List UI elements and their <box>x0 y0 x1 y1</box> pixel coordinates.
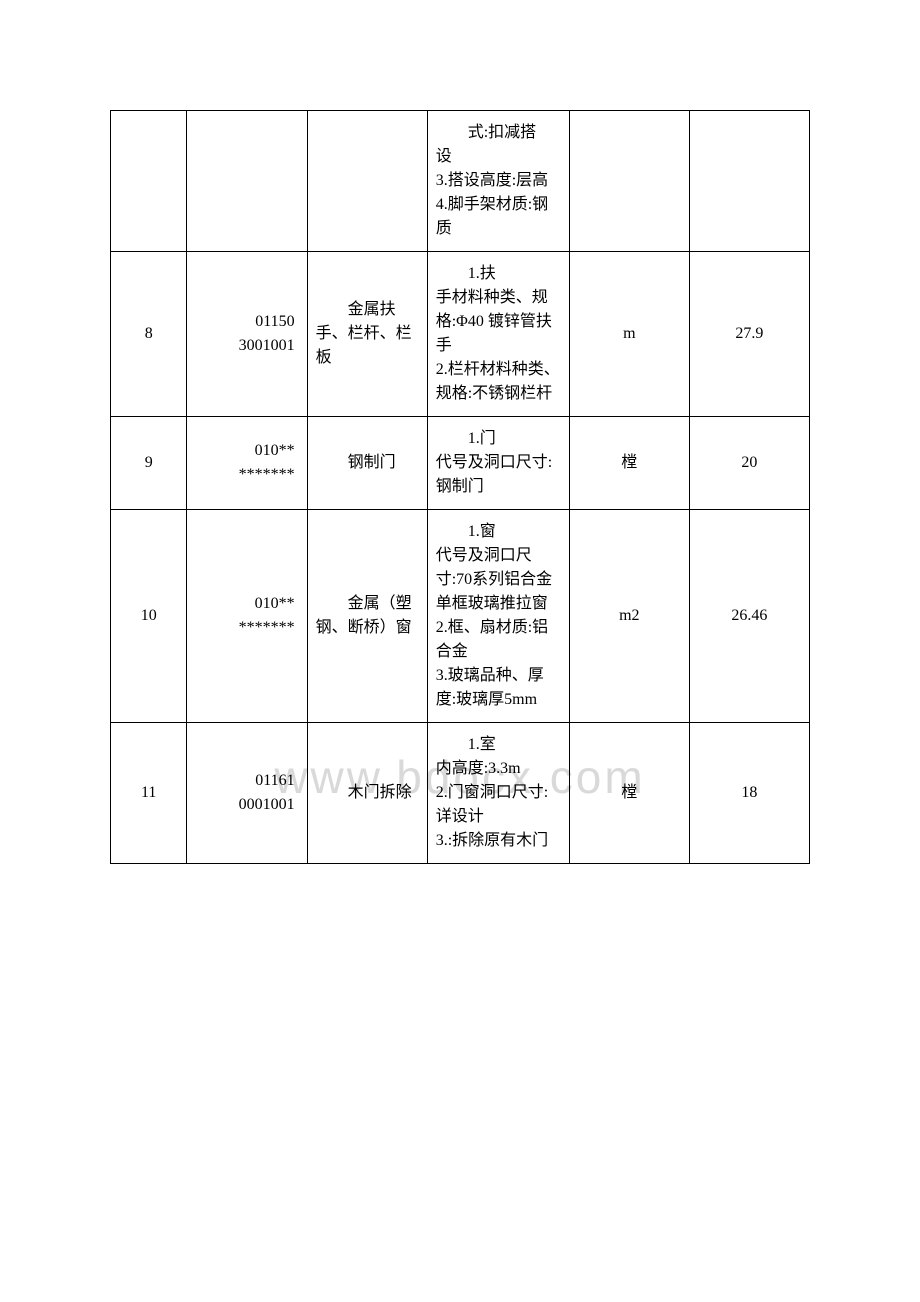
cell-name: 金属（塑钢、断桥）窗 <box>307 510 427 723</box>
cell-name: 金属扶手、栏杆、栏板 <box>307 252 427 417</box>
cell-name <box>307 111 427 252</box>
table-row: 10010*********金属（塑钢、断桥）窗1.窗代号及洞口尺寸:70系列铝… <box>111 510 810 723</box>
cell-description: 1.门代号及洞口尺寸:钢制门 <box>427 417 569 510</box>
table-row: 式:扣减搭设3.搭设高度:层高4.脚手架材质:钢质 <box>111 111 810 252</box>
cell-description: 式:扣减搭设3.搭设高度:层高4.脚手架材质:钢质 <box>427 111 569 252</box>
bill-of-quantities-table: 式:扣减搭设3.搭设高度:层高4.脚手架材质:钢质8011503001001金属… <box>110 110 810 864</box>
cell-sequence <box>111 111 187 252</box>
desc-rest: 代号及洞口尺寸:70系列铝合金单框玻璃推拉窗2.框、扇材质:铝合金3.玻璃品种、… <box>436 547 552 708</box>
desc-rest: 内高度:3.3m2.门窗洞口尺寸:详设计3.:拆除原有木门 <box>436 760 548 849</box>
cell-quantity: 18 <box>689 723 809 864</box>
cell-sequence: 8 <box>111 252 187 417</box>
cell-name: 钢制门 <box>307 417 427 510</box>
cell-unit: m2 <box>569 510 689 723</box>
table-row: 11011610001001木门拆除1.室内高度:3.3m2.门窗洞口尺寸:详设… <box>111 723 810 864</box>
cell-code: 010********* <box>187 417 307 510</box>
desc-rest: 手材料种类、规格:Φ40 镀锌管扶手2.栏杆材料种类、规格:不锈钢栏杆 <box>436 289 560 402</box>
cell-unit: m <box>569 252 689 417</box>
cell-description: 1.窗代号及洞口尺寸:70系列铝合金单框玻璃推拉窗2.框、扇材质:铝合金3.玻璃… <box>427 510 569 723</box>
cell-quantity: 26.46 <box>689 510 809 723</box>
cell-sequence: 11 <box>111 723 187 864</box>
cell-name: 木门拆除 <box>307 723 427 864</box>
table-row: 8011503001001金属扶手、栏杆、栏板1.扶手材料种类、规格:Φ40 镀… <box>111 252 810 417</box>
cell-quantity: 20 <box>689 417 809 510</box>
cell-description: 1.室内高度:3.3m2.门窗洞口尺寸:详设计3.:拆除原有木门 <box>427 723 569 864</box>
cell-unit <box>569 111 689 252</box>
cell-description: 1.扶手材料种类、规格:Φ40 镀锌管扶手2.栏杆材料种类、规格:不锈钢栏杆 <box>427 252 569 417</box>
cell-code <box>187 111 307 252</box>
cell-code: 010********* <box>187 510 307 723</box>
cell-quantity: 27.9 <box>689 252 809 417</box>
desc-rest: 代号及洞口尺寸:钢制门 <box>436 454 552 495</box>
cell-unit: 樘 <box>569 723 689 864</box>
cell-code: 011610001001 <box>187 723 307 864</box>
cell-sequence: 9 <box>111 417 187 510</box>
cell-sequence: 10 <box>111 510 187 723</box>
table-row: 9010*********钢制门1.门代号及洞口尺寸:钢制门樘20 <box>111 417 810 510</box>
cell-unit: 樘 <box>569 417 689 510</box>
cell-code: 011503001001 <box>187 252 307 417</box>
cell-quantity <box>689 111 809 252</box>
desc-rest: 设3.搭设高度:层高4.脚手架材质:钢质 <box>436 148 548 237</box>
